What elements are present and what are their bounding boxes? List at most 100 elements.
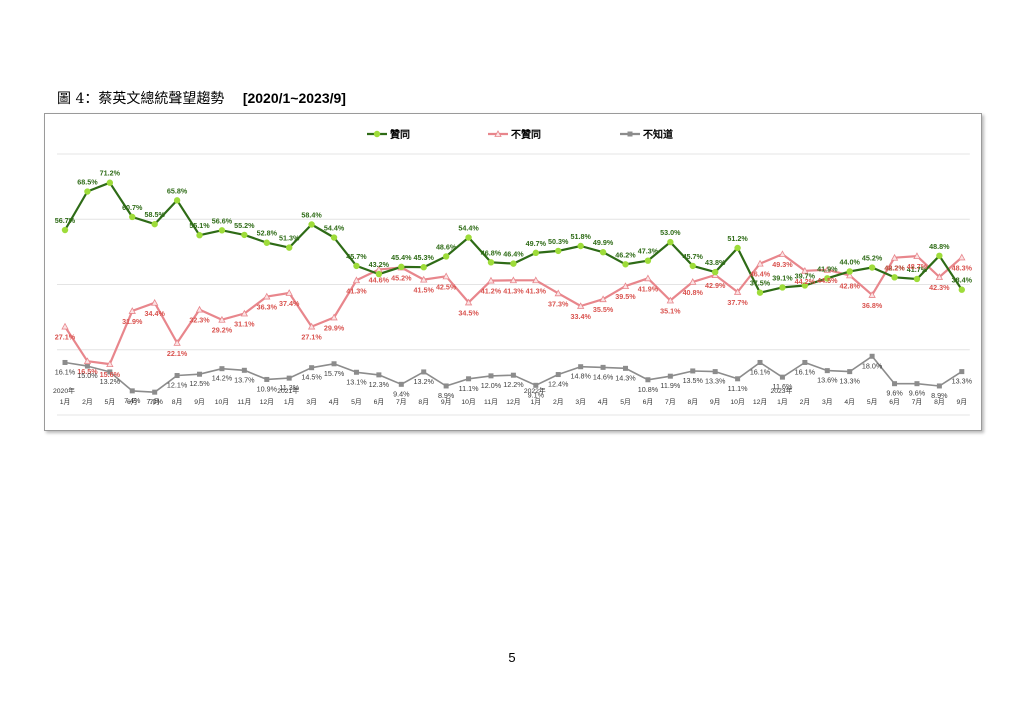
data-label-unknown: 15.0% bbox=[77, 371, 98, 380]
data-label-disapprove: 39.5% bbox=[615, 292, 636, 301]
data-label-approve: 56.7% bbox=[55, 216, 76, 225]
point-unknown bbox=[398, 381, 404, 387]
data-label-disapprove: 41.3% bbox=[503, 286, 524, 295]
point-approve bbox=[510, 260, 517, 267]
data-label-approve: 49.7% bbox=[526, 239, 547, 248]
point-disapprove bbox=[106, 360, 114, 368]
trend-line-chart: 56.7% 68.5%71.2% 60.7%58.5% 65.8% 55.1%56.6%… bbox=[53, 128, 973, 416]
point-unknown bbox=[107, 369, 113, 375]
x-tick-label: 8月 bbox=[687, 398, 698, 406]
data-label-unknown: 11.1% bbox=[728, 384, 748, 393]
data-label-approve: 56.6% bbox=[212, 216, 233, 225]
data-label-approve: 58.5% bbox=[144, 210, 165, 219]
data-label-approve: 50.3% bbox=[548, 237, 569, 246]
point-approve bbox=[891, 274, 898, 281]
point-approve bbox=[398, 263, 405, 271]
data-label-disapprove: 15.6% bbox=[100, 370, 121, 379]
data-label-unknown: 13.1% bbox=[346, 377, 367, 386]
x-tick-label: 12月 bbox=[260, 398, 274, 406]
data-label-unknown: 15.7% bbox=[324, 369, 345, 378]
x-tick-label: 10月 bbox=[215, 398, 229, 406]
data-label-approve: 55.1% bbox=[189, 221, 210, 230]
x-year-label: 2021年 bbox=[277, 386, 299, 395]
data-label-approve: 51.8% bbox=[570, 232, 591, 241]
data-label-unknown: 13.3% bbox=[840, 377, 861, 386]
point-unknown bbox=[376, 372, 382, 378]
x-tick-label: 5月 bbox=[867, 398, 878, 406]
data-label-approve: 60.7% bbox=[122, 203, 143, 212]
data-label-approve: 68.5% bbox=[77, 178, 98, 187]
data-label-disapprove: 41.2% bbox=[481, 287, 502, 296]
data-label-approve: 54.4% bbox=[324, 224, 345, 233]
point-approve bbox=[599, 249, 607, 256]
point-approve bbox=[644, 257, 652, 264]
point-approve bbox=[622, 261, 629, 268]
point-disapprove bbox=[173, 339, 181, 346]
point-unknown bbox=[309, 365, 315, 371]
data-label-unknown: 12.5% bbox=[189, 379, 210, 388]
x-year-label: 2022年 bbox=[524, 386, 546, 395]
point-unknown bbox=[757, 359, 763, 365]
x-tick-label: 3月 bbox=[306, 398, 317, 406]
point-unknown bbox=[62, 359, 68, 365]
data-label-approve: 39.1% bbox=[772, 273, 793, 282]
x-tick-label: 4月 bbox=[329, 398, 340, 406]
point-unknown bbox=[892, 381, 898, 387]
point-approve bbox=[420, 264, 427, 271]
point-unknown bbox=[712, 369, 718, 375]
data-label-unknown: 14.6% bbox=[593, 372, 614, 381]
point-unknown bbox=[779, 374, 785, 380]
data-label-approve: 43.2% bbox=[369, 260, 390, 269]
point-unknown bbox=[645, 377, 651, 383]
data-label-disapprove: 27.1% bbox=[301, 333, 322, 342]
point-approve bbox=[196, 232, 203, 239]
data-label-disapprove: 29.2% bbox=[212, 326, 233, 335]
point-approve bbox=[84, 188, 91, 195]
point-disapprove bbox=[420, 275, 428, 283]
x-tick-label: 2月 bbox=[82, 398, 93, 406]
data-label-disapprove: 42.9% bbox=[705, 281, 726, 290]
legend-marker-unknown bbox=[627, 131, 633, 137]
x-tick-label: 4月 bbox=[844, 398, 855, 406]
x-tick-label: 9月 bbox=[441, 398, 452, 406]
x-tick-label: 5月 bbox=[620, 398, 631, 406]
point-approve bbox=[532, 249, 540, 257]
point-unknown bbox=[578, 364, 584, 370]
x-tick-label: 12月 bbox=[753, 398, 767, 406]
page-number: 5 bbox=[508, 650, 516, 665]
data-label-unknown: 13.3% bbox=[952, 377, 973, 386]
data-label-unknown: 12.0% bbox=[481, 381, 502, 390]
data-label-approve: 48.6% bbox=[436, 242, 457, 251]
point-unknown bbox=[667, 373, 673, 379]
data-label-approve: 49.9% bbox=[593, 238, 614, 247]
x-tick-label: 6月 bbox=[643, 398, 654, 406]
legend-marker-approve bbox=[373, 130, 381, 138]
x-tick-label: 8月 bbox=[934, 398, 945, 406]
x-tick-label: 9月 bbox=[957, 398, 968, 406]
x-tick-label: 7月 bbox=[912, 398, 923, 406]
data-label-unknown: 11.6% bbox=[773, 382, 793, 391]
point-disapprove bbox=[240, 309, 249, 317]
x-tick-label: 1月 bbox=[284, 398, 295, 406]
data-label-disapprove: 35.5% bbox=[593, 305, 614, 314]
data-label-unknown: 16.1% bbox=[55, 367, 76, 376]
data-label-approve: 42.2% bbox=[884, 263, 905, 272]
point-approve bbox=[577, 242, 584, 250]
data-label-disapprove: 49.3% bbox=[772, 260, 793, 269]
data-label-approve: 44.0% bbox=[840, 257, 861, 266]
point-unknown bbox=[869, 353, 875, 359]
point-unknown bbox=[914, 381, 920, 387]
x-tick-label: 12月 bbox=[506, 398, 520, 406]
data-label-unknown: 13.5% bbox=[683, 376, 704, 385]
point-disapprove bbox=[195, 305, 204, 313]
data-label-approve: 47.3% bbox=[638, 247, 659, 256]
point-disapprove bbox=[509, 276, 518, 284]
figure-caption: 圖 4：蔡英文總統聲望趨勢 bbox=[57, 91, 225, 107]
point-approve bbox=[487, 259, 495, 266]
data-label-unknown: 11.3% bbox=[279, 383, 299, 392]
data-label-unknown: 12.1% bbox=[167, 381, 188, 390]
data-label-disapprove: 34.4% bbox=[144, 309, 165, 318]
point-approve bbox=[936, 252, 943, 259]
point-approve bbox=[667, 238, 674, 246]
data-label-approve: 38.4% bbox=[952, 276, 973, 285]
